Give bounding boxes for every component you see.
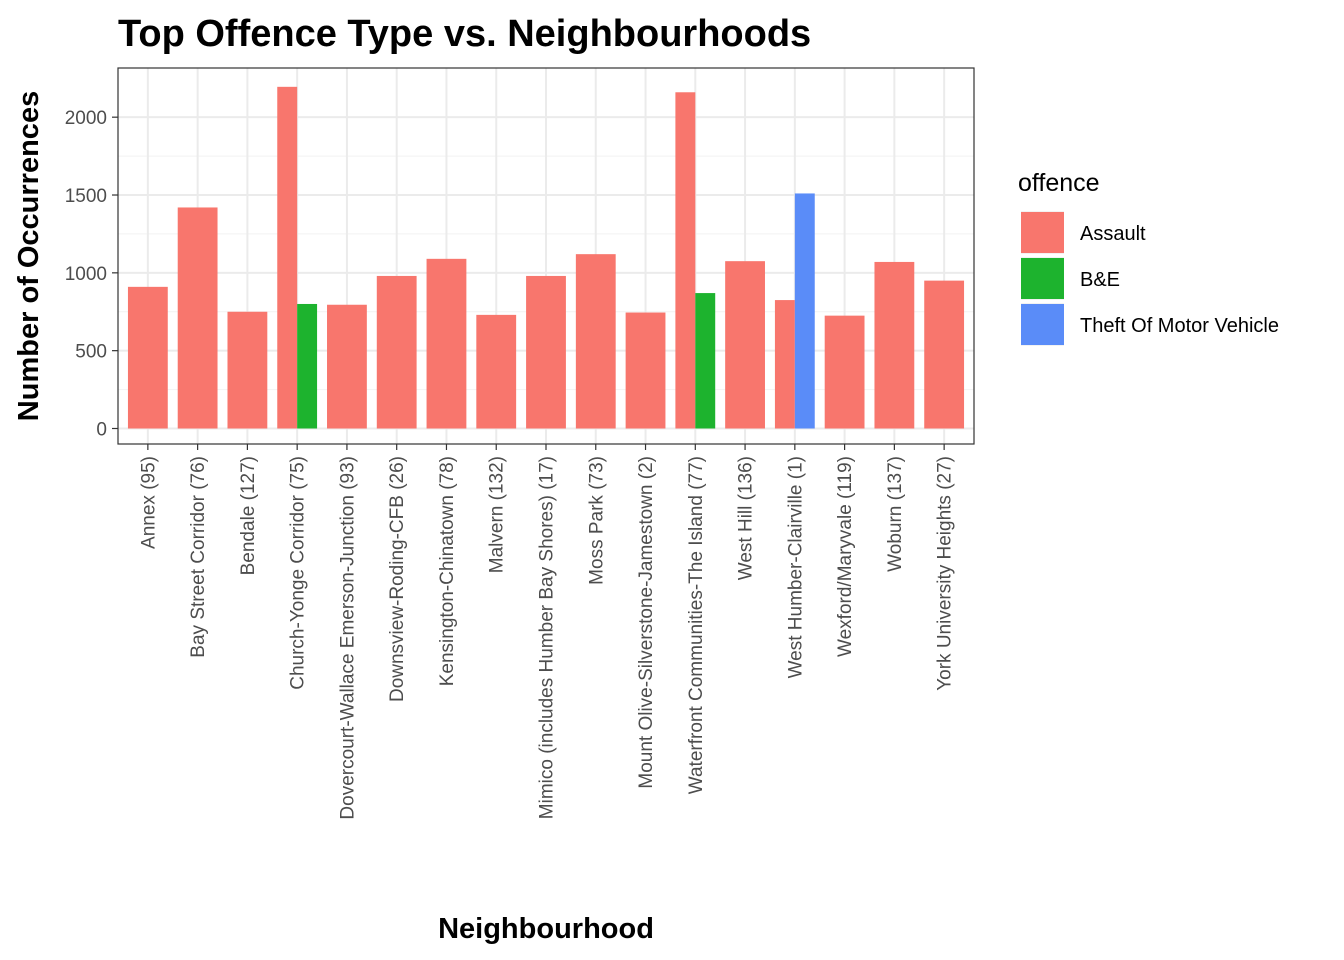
bars-layer (127, 86, 965, 429)
x-tick-label: Annex (95) (138, 456, 159, 549)
x-tick-label: Waterfront Communities-The Island (77) (686, 456, 707, 794)
bar-b-e (297, 303, 318, 429)
x-tick-label: Downsview-Roding-CFB (26) (387, 456, 408, 702)
bar-assault (575, 254, 616, 429)
bar-assault (376, 275, 417, 429)
y-axis: 0 500 1000 1500 2000 (65, 108, 118, 441)
bar-assault (127, 286, 168, 429)
x-tick-label: West Hill (136) (736, 456, 757, 580)
chart-title: Top Offence Type vs. Neighbourhoods (118, 13, 811, 55)
x-tick-label: Church-Yonge Corridor (75) (288, 456, 309, 690)
y-tick-label: 500 (75, 342, 107, 363)
bar-assault (327, 304, 367, 429)
bar-assault (874, 261, 915, 429)
y-tick-label: 1500 (65, 186, 107, 207)
x-tick-label: Dovercourt-Wallace Emerson-Junction (93) (337, 456, 358, 820)
x-tick-label: Mount Olive-Silverstone-Jamestown (2) (636, 456, 657, 789)
x-tick-label: Wexford/Maryvale (119) (835, 456, 856, 657)
legend-key (1021, 304, 1064, 345)
bar-assault (725, 261, 765, 429)
legend-key (1021, 258, 1064, 299)
y-tick-label: 2000 (65, 108, 107, 129)
x-tick-label: Bendale (127) (238, 456, 259, 575)
x-tick-label: Woburn (137) (885, 456, 906, 572)
bar-assault (277, 86, 298, 429)
x-axis-title: Neighbourhood (438, 913, 654, 945)
x-tick-label: Kensington-Chinatown (78) (437, 456, 458, 686)
bar-theft-of-motor-vehicle (794, 193, 815, 429)
bar-assault (774, 300, 795, 429)
legend-label: Theft Of Motor Vehicle (1080, 315, 1279, 337)
bar-assault (227, 311, 268, 429)
bar-assault (924, 280, 965, 429)
x-tick-label: Moss Park (73) (586, 456, 607, 585)
bar-assault (824, 315, 865, 429)
legend-label: Assault (1080, 223, 1146, 245)
bar-assault (526, 275, 566, 429)
legend: offence Assault B&E Theft Of Motor Vehicle (1018, 169, 1279, 346)
y-tick-label: 1000 (65, 264, 107, 285)
x-tick-label: Bay Street Corridor (76) (188, 456, 209, 658)
bar-assault (476, 314, 517, 429)
x-axis: Annex (95) Bay Street Corridor (76) Bendal… (138, 444, 956, 820)
bar-assault (625, 312, 666, 429)
legend-key (1021, 212, 1064, 253)
y-axis-title: Number of Occurrences (13, 91, 45, 421)
x-tick-label: Malvern (132) (487, 456, 508, 573)
bar-assault (426, 258, 467, 429)
y-tick-label: 0 (96, 420, 107, 441)
x-tick-label: York University Heights (27) (935, 456, 956, 691)
bar-assault (177, 207, 218, 429)
x-tick-label: West Humber-Clairville (1) (785, 456, 806, 678)
bar-b-e (695, 293, 716, 429)
legend-title: offence (1018, 169, 1100, 197)
x-tick-label: Mimico (includes Humber Bay Shores) (17) (537, 456, 558, 819)
bar-assault (675, 92, 696, 429)
legend-label: B&E (1080, 269, 1120, 291)
